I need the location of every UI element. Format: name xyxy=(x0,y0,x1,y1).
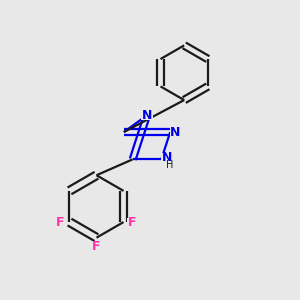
Text: N: N xyxy=(142,109,152,122)
Text: F: F xyxy=(56,216,65,229)
Text: F: F xyxy=(128,216,137,229)
Text: N: N xyxy=(170,126,181,139)
FancyBboxPatch shape xyxy=(161,153,172,162)
FancyBboxPatch shape xyxy=(166,161,173,168)
FancyBboxPatch shape xyxy=(127,218,138,226)
FancyBboxPatch shape xyxy=(141,111,153,120)
Text: H: H xyxy=(166,160,173,170)
Text: N: N xyxy=(161,151,172,164)
FancyBboxPatch shape xyxy=(169,128,181,136)
FancyBboxPatch shape xyxy=(55,218,66,226)
FancyBboxPatch shape xyxy=(91,242,102,251)
Text: F: F xyxy=(92,240,101,253)
